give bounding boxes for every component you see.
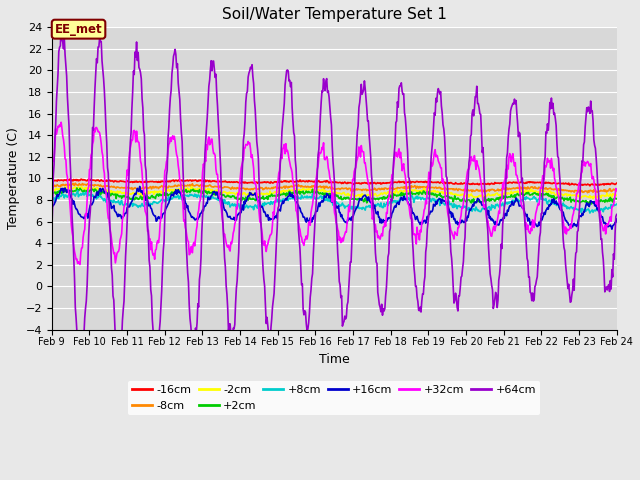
-16cm: [117, 178, 125, 184]
-8cm: [174, 182, 182, 188]
+16cm: [58, 187, 66, 193]
+64cm: [58, 21, 65, 26]
-8cm: [612, 188, 620, 193]
+16cm: [48, 205, 56, 211]
-8cm: [404, 185, 412, 191]
Y-axis label: Temperature (C): Temperature (C): [7, 128, 20, 229]
-8cm: [204, 183, 212, 189]
+32cm: [612, 188, 620, 193]
+64cm: [59, 39, 67, 45]
+64cm: [118, 336, 125, 342]
Line: +16cm: +16cm: [52, 186, 616, 229]
-2cm: [67, 183, 74, 189]
-8cm: [117, 185, 125, 191]
+2cm: [48, 190, 56, 195]
+16cm: [608, 227, 616, 232]
+32cm: [76, 262, 84, 267]
-16cm: [85, 176, 93, 182]
+32cm: [58, 120, 65, 125]
-2cm: [58, 186, 66, 192]
+16cm: [174, 187, 182, 192]
+32cm: [175, 168, 183, 174]
+2cm: [174, 187, 182, 192]
+2cm: [58, 191, 66, 197]
-2cm: [204, 185, 212, 191]
-16cm: [612, 180, 620, 186]
Line: +64cm: +64cm: [52, 24, 616, 371]
-2cm: [404, 188, 412, 194]
+2cm: [588, 201, 595, 207]
-16cm: [404, 180, 412, 185]
+8cm: [74, 188, 81, 193]
-2cm: [612, 192, 620, 198]
+16cm: [420, 217, 428, 223]
-16cm: [420, 180, 428, 185]
+16cm: [404, 199, 412, 204]
+8cm: [586, 210, 594, 216]
+2cm: [73, 185, 81, 191]
Line: +8cm: +8cm: [52, 191, 616, 213]
+32cm: [118, 231, 125, 237]
-8cm: [584, 190, 591, 195]
+16cm: [612, 216, 620, 222]
-8cm: [48, 184, 56, 190]
+8cm: [58, 192, 66, 198]
X-axis label: Time: Time: [319, 353, 349, 366]
+32cm: [404, 201, 412, 207]
+8cm: [174, 192, 182, 198]
+2cm: [404, 191, 412, 196]
-2cm: [174, 186, 182, 192]
-8cm: [58, 183, 66, 189]
-16cm: [204, 178, 212, 184]
+8cm: [48, 193, 56, 199]
-2cm: [589, 196, 597, 202]
-2cm: [48, 190, 56, 195]
Line: -16cm: -16cm: [52, 179, 616, 186]
-16cm: [174, 178, 182, 183]
+32cm: [205, 134, 212, 140]
-8cm: [420, 185, 428, 191]
-8cm: [72, 180, 79, 186]
+64cm: [48, 229, 56, 235]
+8cm: [404, 196, 412, 202]
+64cm: [205, 83, 212, 89]
+32cm: [59, 133, 67, 139]
+16cm: [136, 183, 143, 189]
Line: -2cm: -2cm: [52, 186, 616, 199]
-16cm: [58, 178, 66, 183]
Legend: -16cm, -8cm, -2cm, +2cm, +8cm, +16cm, +32cm, +64cm: -16cm, -8cm, -2cm, +2cm, +8cm, +16cm, +3…: [128, 381, 540, 415]
+64cm: [421, 274, 429, 279]
+2cm: [420, 189, 428, 194]
+2cm: [117, 193, 125, 199]
+8cm: [204, 195, 212, 201]
-16cm: [48, 177, 56, 183]
Title: Soil/Water Temperature Set 1: Soil/Water Temperature Set 1: [221, 7, 447, 22]
+8cm: [612, 201, 620, 207]
Line: +32cm: +32cm: [52, 122, 616, 264]
Line: +2cm: +2cm: [52, 188, 616, 204]
+64cm: [612, 212, 620, 217]
+32cm: [421, 205, 429, 211]
+8cm: [117, 199, 125, 204]
+16cm: [204, 194, 212, 200]
+2cm: [612, 196, 620, 202]
+2cm: [204, 189, 212, 195]
-2cm: [117, 190, 125, 195]
Text: EE_met: EE_met: [55, 23, 102, 36]
+16cm: [116, 212, 124, 217]
-2cm: [420, 185, 428, 191]
+64cm: [115, 368, 122, 374]
+32cm: [48, 172, 56, 178]
-16cm: [586, 183, 594, 189]
+64cm: [404, 174, 412, 180]
+64cm: [175, 88, 183, 94]
+8cm: [420, 197, 428, 203]
Line: -8cm: -8cm: [52, 183, 616, 192]
